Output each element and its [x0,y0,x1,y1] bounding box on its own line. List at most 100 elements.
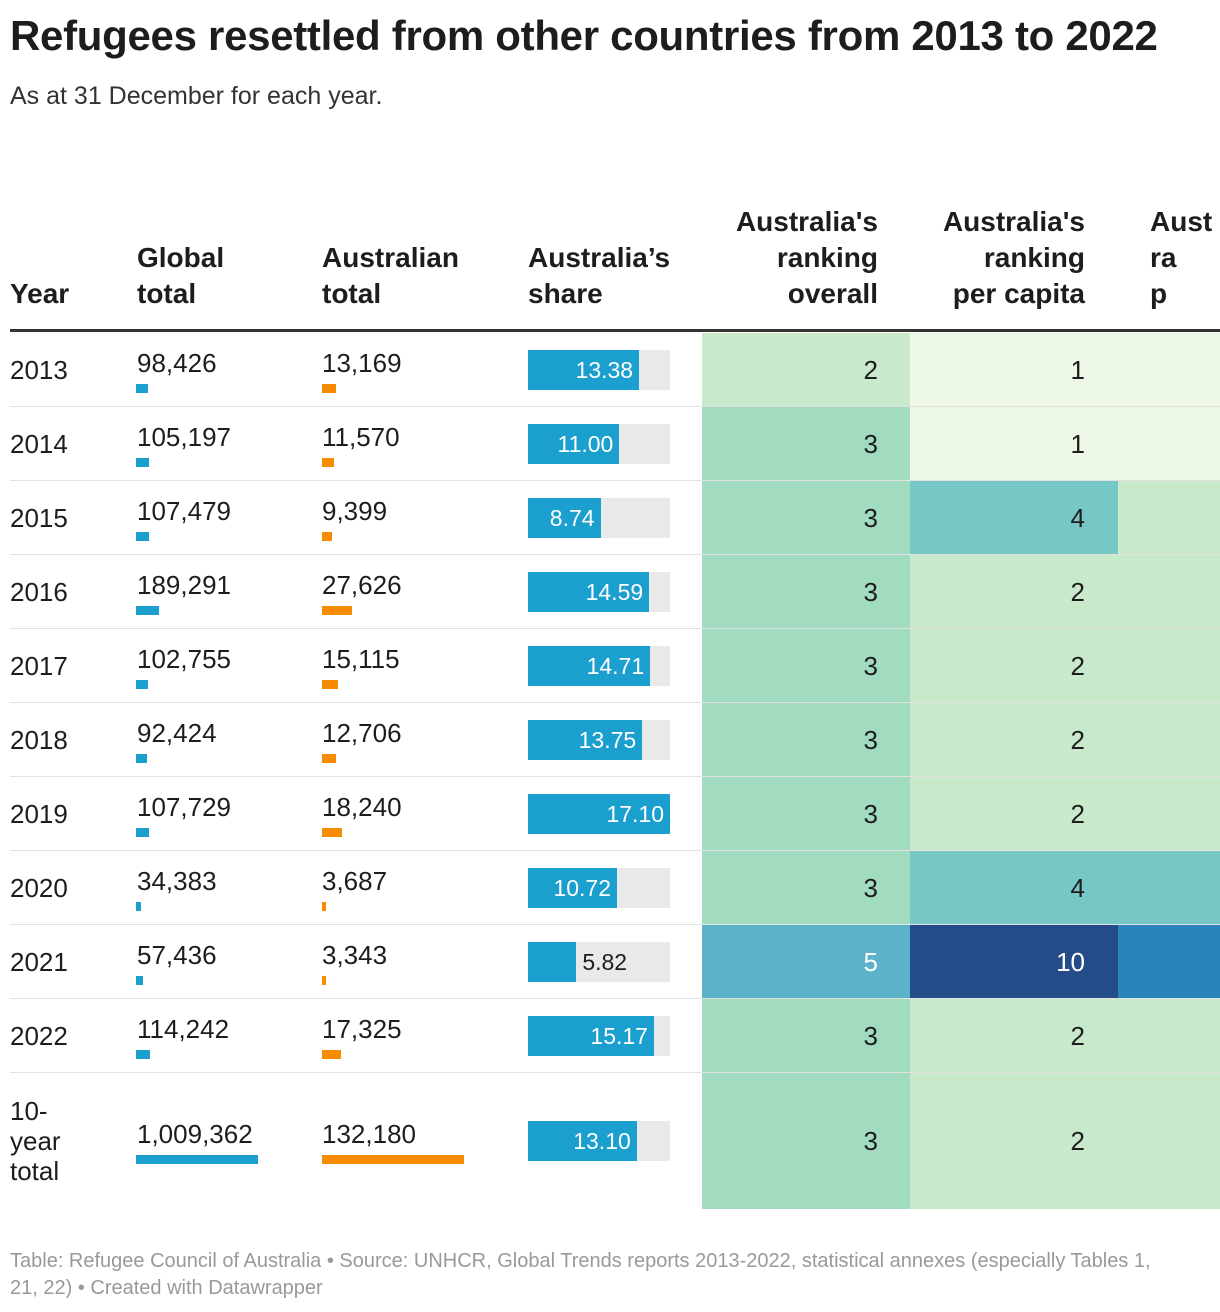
global-total-value: 102,755 [137,644,231,674]
rank-per-capita-value: 1 [1070,428,1085,459]
global-total-value: 114,242 [137,1014,230,1044]
share-bar [528,942,577,982]
rank-per-capita-value: 2 [1070,724,1085,755]
share-label: 13.75 [578,727,637,753]
share-bar [528,1121,637,1161]
rank-third-cell [1118,333,1220,407]
rank-overall-value: 2 [863,354,878,385]
table-row[interactable]: 3 2 2019 107,729 18,240 17.10 [0,777,1220,851]
global-total-bar [136,458,149,467]
table-row[interactable]: 3 2 2017 102,755 15,115 14.71 [0,629,1220,703]
share-label: 8.74 [549,505,595,531]
share-bar [528,1016,654,1056]
header-ranking-third-partial[interactable]: Aust ra p [1150,206,1213,309]
rank-third-cell [1118,777,1220,851]
header-year[interactable]: Year [10,278,70,309]
rank-third-cell [1118,851,1220,925]
year-label: 10- year total [10,1096,61,1186]
global-total-bar [136,902,141,911]
australian-total-bar [322,1155,464,1164]
table-row-total[interactable]: 3 2 10- year total 1,009,362 132,180 13.10 [0,1073,1220,1209]
rank-per-capita-value: 4 [1070,872,1085,903]
row-divider [10,1072,1220,1073]
rank-overall-value: 3 [863,428,878,459]
global-total-bar [136,1155,258,1164]
row-divider [10,924,1220,925]
rank-per-capita-value: 2 [1070,576,1085,607]
global-total-value: 1,009,362 [137,1119,253,1149]
table-row[interactable]: 2 1 2013 98,426 13,169 13.38 [0,333,1220,407]
rank-per-capita-cell: 4 [910,481,1118,555]
header-global-total[interactable]: Global total [137,242,225,309]
table-row[interactable]: 3 2 2016 189,291 27,626 14.59 [0,555,1220,629]
australian-total-bar [322,828,342,837]
rank-per-capita-cell: 1 [910,407,1118,481]
global-total-bar [136,680,149,689]
australian-total-bar [322,902,326,911]
rank-per-capita-cell: 2 [910,703,1118,777]
australian-total-value: 12,706 [322,718,402,748]
year-label: 2019 [10,799,68,829]
header-australias-share[interactable]: Australia’s share [528,242,671,309]
rank-overall-cell: 3 [702,777,910,851]
rank-per-capita-cell: 2 [910,1073,1118,1209]
global-total-value: 57,436 [137,940,217,970]
australian-total-value: 27,626 [322,570,402,600]
table-row[interactable]: 5 10 2021 57,436 3,343 5.82 [0,925,1220,999]
share-bar [528,720,643,760]
table-row[interactable]: 3 1 2014 105,197 11,570 11.00 [0,407,1220,481]
rank-per-capita-value: 2 [1070,1020,1085,1051]
australian-total-value: 15,115 [322,644,400,674]
table-row[interactable]: 3 2 2018 92,424 12,706 13.75 [0,703,1220,777]
chart-title: Refugees resettled from other countries … [10,12,1158,59]
global-total-value: 107,729 [137,792,231,822]
share-bar [528,868,618,908]
header-ranking-per-capita[interactable]: Australia's ranking per capita [942,206,1085,309]
rank-per-capita-cell: 10 [910,925,1118,999]
rank-overall-value: 3 [863,576,878,607]
rank-third-cell [1118,629,1220,703]
share-label: 11.00 [557,431,614,457]
share-label: 14.71 [586,653,645,679]
australian-total-bar [322,754,336,763]
year-label: 2013 [10,355,68,385]
rank-overall-cell: 3 [702,555,910,629]
year-label: 2022 [10,1021,68,1051]
table-row[interactable]: 3 4 2020 34,383 3,687 10.72 [0,851,1220,925]
australian-total-value: 11,570 [322,422,400,452]
row-divider [10,406,1220,407]
header-ranking-overall[interactable]: Australia's ranking overall [735,206,878,309]
row-divider [10,554,1220,555]
header-australian-total[interactable]: Australian total [322,242,459,309]
global-total-value: 92,424 [137,718,217,748]
global-total-bar [136,754,148,763]
rank-third-cell [1118,925,1220,999]
table-row[interactable]: 3 2 2022 114,242 17,325 15.17 [0,999,1220,1073]
share-label: 15.17 [590,1023,648,1049]
year-label: 2021 [10,947,68,977]
australian-total-bar [322,458,335,467]
australian-total-bar [322,976,326,985]
rank-overall-cell: 2 [702,333,910,407]
rank-overall-cell: 3 [702,629,910,703]
australian-total-value: 18,240 [322,792,402,822]
rank-per-capita-cell: 2 [910,629,1118,703]
share-bar [528,424,620,464]
rank-third-cell [1118,1073,1220,1209]
rank-per-capita-cell: 2 [910,555,1118,629]
year-label: 2017 [10,651,68,681]
australian-total-value: 9,399 [322,496,388,526]
rank-overall-value: 3 [863,1125,878,1156]
chart-subtitle: As at 31 December for each year. [10,82,383,110]
rank-per-capita-cell: 4 [910,851,1118,925]
row-divider [10,998,1220,999]
year-label: 2014 [10,429,68,459]
row-divider [10,702,1220,703]
australian-total-value: 3,343 [322,940,388,970]
rank-overall-value: 3 [863,724,878,755]
global-total-value: 107,479 [137,496,231,526]
share-label: 13.38 [575,357,634,383]
row-divider [10,480,1220,481]
table-row[interactable]: 3 4 2015 107,479 9,399 8.74 [0,481,1220,555]
rank-per-capita-cell: 2 [910,777,1118,851]
